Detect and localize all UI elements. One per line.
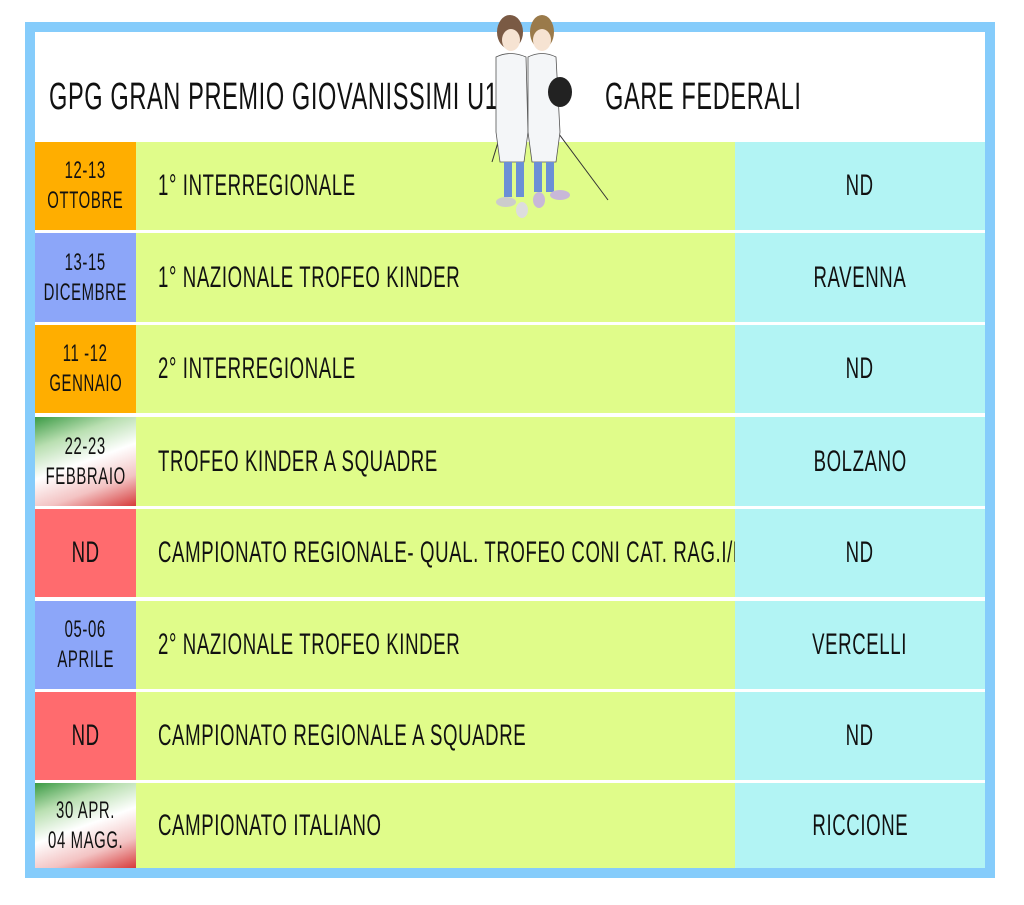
date-line-2: Gennaio <box>49 370 122 397</box>
date-line-2: Dicembre <box>43 278 128 306</box>
date-line-1: 13-15 <box>64 248 107 276</box>
date-cell: ND <box>35 509 136 597</box>
location-cell: Vercelli <box>735 601 985 689</box>
table-row: 12-13 Ottobre 1° Interregionale ND <box>35 142 985 230</box>
event-cell: 2° Nazionale Trofeo Kinder <box>136 601 735 689</box>
event-name: Campionato Italiano <box>158 808 382 842</box>
event-cell: Campionato Regionale- Qual. Trofeo Coni … <box>136 509 745 597</box>
location-cell: Bolzano <box>735 417 985 506</box>
event-name: Campionato Regionale- Qual. Trofeo Coni … <box>158 536 746 569</box>
date-cell: ND <box>35 692 136 780</box>
event-cell: Campionato Italiano <box>136 783 735 868</box>
location-name: Bolzano <box>813 444 907 478</box>
table-row: ND Campionato Regionale a Squadre ND <box>35 692 985 780</box>
location-name: ND <box>845 719 875 752</box>
event-name: Campionato Regionale a Squadre <box>158 719 527 752</box>
date-cell: 11 -12 Gennaio <box>35 325 136 413</box>
title-right: Gare Federali <box>605 76 922 119</box>
date-line-1: ND <box>71 719 100 752</box>
date-cell: 13-15 Dicembre <box>35 233 136 322</box>
table-row: 13-15 Dicembre 1° Nazionale Trofeo Kinde… <box>35 233 985 322</box>
table-row: 11 -12 Gennaio 2° Interregionale ND <box>35 325 985 413</box>
date-cell: 05-06 Aprile <box>35 601 136 689</box>
title-left: GPG Gran Premio Giovanissimi U14 <box>49 76 796 119</box>
location-name: ND <box>845 169 875 202</box>
date-line-1: 11 -12 <box>63 340 108 367</box>
schedule-frame: GPG Gran Premio Giovanissimi U14 Gare Fe… <box>25 15 995 878</box>
schedule-table: GPG Gran Premio Giovanissimi U14 Gare Fe… <box>35 15 985 868</box>
event-cell: 2° Interregionale <box>136 325 735 413</box>
location-cell: ND <box>735 142 985 230</box>
date-line-2: Aprile <box>57 646 114 673</box>
table-row: 22-23 Febbraio Trofeo Kinder a Squadre B… <box>35 417 985 506</box>
table-row: 05-06 Aprile 2° Nazionale Trofeo Kinder … <box>35 601 985 689</box>
fencers-illustration <box>491 15 609 218</box>
event-name: 2° Interregionale <box>158 352 356 385</box>
date-cell: 12-13 Ottobre <box>35 142 136 230</box>
date-cell: 22-23 Febbraio <box>35 417 136 506</box>
event-cell: Campionato Regionale a Squadre <box>136 692 735 780</box>
title-right-text: Gare Federali <box>605 76 802 118</box>
event-name: 2° Nazionale Trofeo Kinder <box>158 628 461 661</box>
location-name: ND <box>845 536 875 569</box>
location-name: ND <box>845 352 875 385</box>
date-line-2: Febbraio <box>45 462 126 490</box>
date-line-1: 30 Apr. <box>56 796 115 824</box>
event-cell: 1° Interregionale <box>136 142 735 230</box>
event-cell: 1° Nazionale Trofeo Kinder <box>136 233 735 322</box>
date-line-2: 04 Magg. <box>47 826 124 854</box>
location-name: Vercelli <box>812 628 908 661</box>
location-name: Riccione <box>812 808 908 842</box>
date-line-1: 05-06 <box>64 616 107 643</box>
date-line-1: ND <box>71 536 100 569</box>
date-line-1: 22-23 <box>64 432 107 460</box>
date-cell: 30 Apr. 04 Magg. <box>35 783 136 868</box>
event-name: 1° Interregionale <box>158 169 356 202</box>
date-line-2: Ottobre <box>47 187 124 214</box>
location-cell: ND <box>735 325 985 413</box>
table-row: 30 Apr. 04 Magg. Campionato Italiano Ric… <box>35 783 985 868</box>
event-name: 1° Nazionale Trofeo Kinder <box>158 260 461 294</box>
location-cell: ND <box>735 509 985 597</box>
date-line-1: 12-13 <box>64 157 107 184</box>
location-cell: Ravenna <box>735 233 985 322</box>
location-cell: Riccione <box>735 783 985 868</box>
table-row: ND Campionato Regionale- Qual. Trofeo Co… <box>35 509 985 597</box>
event-name: Trofeo Kinder a Squadre <box>158 444 438 478</box>
location-cell: ND <box>735 692 985 780</box>
title-left-text: GPG Gran Premio Giovanissimi U14 <box>49 76 513 118</box>
event-cell: Trofeo Kinder a Squadre <box>136 417 735 506</box>
location-name: Ravenna <box>813 260 907 294</box>
